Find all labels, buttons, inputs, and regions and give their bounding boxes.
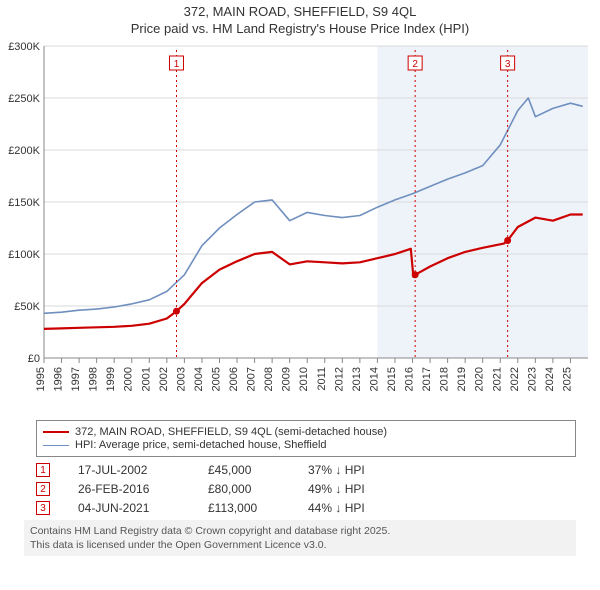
sale-marker-2: 2 <box>36 482 50 496</box>
legend-box: 372, MAIN ROAD, SHEFFIELD, S9 4QL (semi-… <box>36 420 576 457</box>
svg-text:2006: 2006 <box>228 367 240 391</box>
svg-text:2005: 2005 <box>210 367 222 391</box>
svg-text:2019: 2019 <box>456 367 468 391</box>
svg-text:£50K: £50K <box>14 301 40 313</box>
svg-text:2022: 2022 <box>509 367 521 391</box>
svg-text:2016: 2016 <box>404 367 416 391</box>
svg-text:1998: 1998 <box>88 367 100 391</box>
legend-row: HPI: Average price, semi-detached house,… <box>43 439 569 451</box>
title-sub: Price paid vs. HM Land Registry's House … <box>0 21 600 36</box>
svg-text:£0: £0 <box>28 353 40 365</box>
legend-label-price: 372, MAIN ROAD, SHEFFIELD, S9 4QL (semi-… <box>75 426 387 438</box>
sale-date: 26-FEB-2016 <box>78 482 208 496</box>
svg-text:2001: 2001 <box>140 367 152 391</box>
svg-text:2009: 2009 <box>281 367 293 391</box>
title-main: 372, MAIN ROAD, SHEFFIELD, S9 4QL <box>0 4 600 19</box>
svg-text:2000: 2000 <box>123 367 135 391</box>
svg-text:2007: 2007 <box>246 367 258 391</box>
svg-text:2002: 2002 <box>158 367 170 391</box>
svg-text:2004: 2004 <box>193 367 205 391</box>
svg-text:2018: 2018 <box>439 367 451 391</box>
svg-text:2025: 2025 <box>561 367 573 391</box>
svg-text:1995: 1995 <box>35 367 47 391</box>
svg-text:3: 3 <box>505 59 511 70</box>
table-row: 1 17-JUL-2002 £45,000 37% ↓ HPI <box>36 463 576 477</box>
svg-text:2012: 2012 <box>333 367 345 391</box>
sale-date: 17-JUL-2002 <box>78 463 208 477</box>
table-row: 2 26-FEB-2016 £80,000 49% ↓ HPI <box>36 482 576 496</box>
sale-marker-3: 3 <box>36 501 50 515</box>
sale-pct: 37% ↓ HPI <box>308 463 428 477</box>
svg-text:£250K: £250K <box>8 93 40 105</box>
svg-text:£200K: £200K <box>8 145 40 157</box>
svg-text:2008: 2008 <box>263 367 275 391</box>
legend-row: 372, MAIN ROAD, SHEFFIELD, S9 4QL (semi-… <box>43 426 569 438</box>
sale-price: £45,000 <box>208 463 308 477</box>
chart-svg: £0 £50K £100K £150K £200K £250K £300K 1995 1996 1… <box>0 36 600 416</box>
svg-text:£150K: £150K <box>8 197 40 209</box>
sale-pct: 44% ↓ HPI <box>308 501 428 515</box>
attribution-line: Contains HM Land Registry data © Crown c… <box>30 524 570 538</box>
svg-text:1999: 1999 <box>105 367 117 391</box>
sale-marker-1: 1 <box>36 463 50 477</box>
svg-text:2011: 2011 <box>316 367 328 391</box>
legend-label-hpi: HPI: Average price, semi-detached house,… <box>75 439 327 451</box>
legend-swatch-hpi <box>43 445 69 446</box>
sale-date: 04-JUN-2021 <box>78 501 208 515</box>
svg-text:2017: 2017 <box>421 367 433 391</box>
svg-text:2020: 2020 <box>474 367 486 391</box>
svg-text:£300K: £300K <box>8 41 40 53</box>
legend-swatch-price <box>43 431 69 433</box>
svg-text:2: 2 <box>412 59 418 70</box>
svg-text:2013: 2013 <box>351 367 363 391</box>
svg-text:2024: 2024 <box>544 367 556 391</box>
svg-text:1996: 1996 <box>53 367 65 391</box>
svg-text:1997: 1997 <box>70 367 82 391</box>
svg-text:£100K: £100K <box>8 249 40 261</box>
sale-price: £80,000 <box>208 482 308 496</box>
svg-text:2015: 2015 <box>386 367 398 391</box>
svg-text:2003: 2003 <box>175 367 187 391</box>
svg-text:2014: 2014 <box>368 367 380 391</box>
attribution-box: Contains HM Land Registry data © Crown c… <box>24 520 576 556</box>
sale-pct: 49% ↓ HPI <box>308 482 428 496</box>
attribution-line: This data is licensed under the Open Gov… <box>30 538 570 552</box>
svg-text:2021: 2021 <box>491 367 503 391</box>
sale-price: £113,000 <box>208 501 308 515</box>
chart-area: £0 £50K £100K £150K £200K £250K £300K 1995 1996 1… <box>0 36 600 416</box>
svg-text:1: 1 <box>174 59 180 70</box>
sales-table: 1 17-JUL-2002 £45,000 37% ↓ HPI 2 26-FEB… <box>36 463 576 515</box>
svg-text:2010: 2010 <box>298 367 310 391</box>
table-row: 3 04-JUN-2021 £113,000 44% ↓ HPI <box>36 501 576 515</box>
svg-text:2023: 2023 <box>526 367 538 391</box>
chart-titles: 372, MAIN ROAD, SHEFFIELD, S9 4QL Price … <box>0 0 600 36</box>
